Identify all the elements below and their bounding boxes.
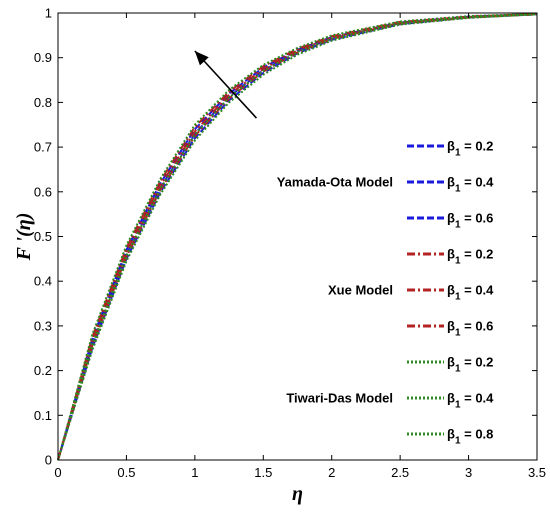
y-tick-label: 0.4	[34, 274, 52, 289]
legend-label-7: β1 = 0.2	[447, 355, 493, 375]
y-tick-label: 0.6	[34, 184, 52, 199]
y-tick-label: 0	[45, 453, 52, 468]
series-line-9	[57, 12, 538, 461]
legend-label-6: β1 = 0.6	[447, 319, 493, 339]
y-tick-label: 1	[45, 6, 52, 21]
x-axis-ticks: 0 0.5 1 1.5 2 2.5 3 3.5	[54, 13, 546, 480]
x-tick-label: 3	[465, 465, 472, 480]
y-tick-label: 0.8	[34, 95, 52, 110]
legend-label-4: β1 = 0.2	[447, 247, 493, 267]
x-tick-label: 2	[328, 465, 335, 480]
x-tick-label: 0.5	[117, 465, 135, 480]
y-tick-label: 0.5	[34, 229, 52, 244]
legend-label-8: β1 = 0.4	[447, 391, 494, 411]
arrow-shaft	[194, 50, 258, 119]
legend-group-label-1: Yamada-Ota Model	[277, 175, 393, 190]
y-tick-label: 0.3	[34, 318, 52, 333]
series-line-6	[57, 12, 538, 461]
legend-label-5: β1 = 0.4	[447, 283, 494, 303]
y-tick-label: 0.2	[34, 363, 52, 378]
series-curves	[57, 12, 538, 461]
x-tick-label: 3.5	[528, 465, 546, 480]
legend-label-1: β1 = 0.2	[447, 139, 493, 159]
y-axis-label: F '(η)	[13, 213, 35, 262]
legend-group-label-3: Tiwari-Das Model	[286, 391, 393, 406]
arrow-annotation	[194, 50, 258, 119]
series-line-4	[57, 13, 538, 461]
x-tick-label: 1	[191, 465, 198, 480]
series-line-3	[57, 12, 538, 461]
legend-label-3: β1 = 0.6	[447, 211, 493, 231]
series-line-5	[57, 12, 538, 461]
legend-label-9: β1 = 0.8	[447, 427, 493, 447]
arrow-head	[194, 50, 209, 66]
x-axis-label: η	[292, 483, 303, 505]
legend: β1 = 0.2 β1 = 0.4 β1 = 0.6 β1 = 0.2 β1 = 0.4…	[277, 139, 494, 447]
y-axis-ticks: 0 0.1 0.2 0.3 0.4 0.5 0.6 0.7 0.8 0.9 1	[34, 6, 537, 468]
y-tick-label: 0.9	[34, 50, 52, 65]
y-tick-label: 0.1	[34, 408, 52, 423]
legend-group-label-2: Xue Model	[328, 283, 393, 298]
x-tick-label: 2.5	[391, 465, 409, 480]
x-tick-label: 1.5	[254, 465, 272, 480]
series-line-8	[57, 13, 538, 461]
y-tick-label: 0.7	[34, 140, 52, 155]
legend-label-2: β1 = 0.4	[447, 175, 494, 195]
x-tick-label: 0	[54, 465, 61, 480]
